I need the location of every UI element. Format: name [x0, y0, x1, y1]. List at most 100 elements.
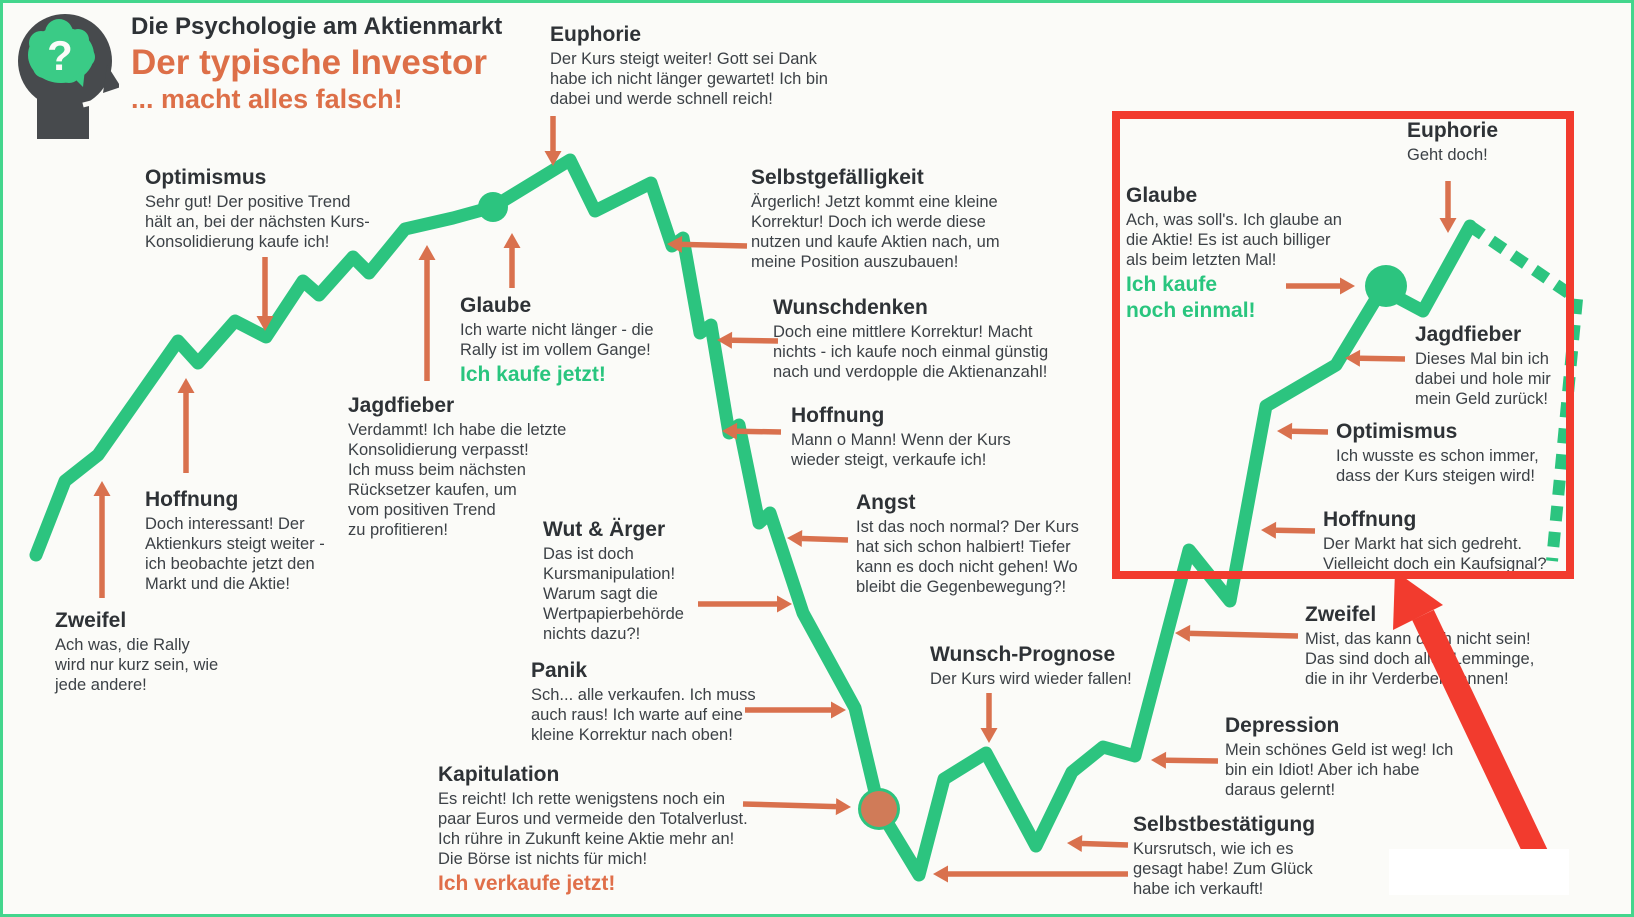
- pointer-arrowhead: [544, 151, 562, 166]
- pointer-arrowhead: [980, 728, 998, 743]
- pointer-arrowhead: [787, 529, 803, 547]
- stage-hoffnung-1: Hoffnung Doch interessant! Der Aktienkurs…: [145, 488, 325, 594]
- stage-body: Sehr gut! Der positive Trend hält an, be…: [145, 193, 370, 251]
- stage-body: Dieses Mal bin ich dabei und hole mir me…: [1415, 350, 1551, 408]
- head-mouth: [82, 95, 112, 108]
- question-mark: ?: [47, 32, 73, 79]
- stage-title: Optimismus: [1336, 420, 1458, 443]
- stage-body: Der Kurs wird wieder fallen!: [930, 670, 1132, 688]
- stage-depression: Depression Mein schönes Geld ist weg! Ich…: [1225, 714, 1453, 800]
- header: Die Psychologie am Aktienmarkt Der typis…: [131, 13, 502, 114]
- stage-body: Doch eine mittlere Korrektur! Macht nich…: [773, 323, 1049, 381]
- stage-euphorie-2: Euphorie Geht doch!: [1407, 119, 1498, 165]
- stage-zweifel-2: Zweifel Mist, das kann doch nicht sein! D…: [1305, 603, 1534, 689]
- stage-body: Geht doch!: [1407, 146, 1488, 164]
- pointer-arrowhead: [1439, 218, 1457, 233]
- page-title: Die Psychologie am Aktienmarkt: [131, 13, 503, 40]
- pointer-arrowhead: [1340, 277, 1355, 295]
- stage-selbstgefaelligkeit: Selbstgefälligkeit Ärgerlich! Jetzt kommt…: [751, 166, 1000, 272]
- stage-selbstbestaetigung: Selbstbestätigung Kursrutsch, wie ich es …: [1133, 813, 1315, 899]
- stage-title: Zweifel: [1305, 603, 1377, 626]
- page-tagline: ... macht alles falsch!: [131, 84, 403, 114]
- pointer-arrowhead: [177, 378, 195, 393]
- stage-highlight: Ich kaufe noch einmal!: [1126, 273, 1256, 322]
- stage-body: Mein schönes Geld ist weg! Ich bin ein I…: [1225, 741, 1454, 799]
- stage-hoffnung-2: Hoffnung Mann o Mann! Wenn der Kurs wiede…: [791, 404, 1011, 470]
- stage-optimismus-1: Optimismus Sehr gut! Der positive Trend h…: [145, 166, 370, 252]
- page-subtitle: Der typische Investor: [131, 43, 487, 82]
- pointer-arrowhead: [503, 233, 521, 248]
- pointer-arrowhead: [717, 331, 733, 349]
- market-cycle-line-second-rally: [1375, 219, 1477, 318]
- stage-title: Depression: [1225, 714, 1340, 737]
- stage-wunschdenken: Wunschdenken Doch eine mittlere Korrektur…: [773, 296, 1048, 382]
- stage-title: Euphorie: [550, 23, 642, 46]
- pointer-arrowhead: [835, 798, 851, 816]
- buy-point-dot-1: [478, 192, 508, 222]
- pointer-arrow-shaft: [1291, 428, 1329, 435]
- stage-body: Verdammt! Ich habe die letzte Konsolidie…: [348, 421, 567, 539]
- pointer-arrowhead: [1175, 624, 1191, 642]
- pointer-arrow-shaft: [681, 241, 748, 249]
- pointer-arrowhead: [93, 481, 111, 496]
- pointer-arrow-shaft: [1189, 630, 1299, 639]
- stage-title: Jagdfieber: [1415, 323, 1522, 346]
- stage-title: Selbstbestätigung: [1133, 813, 1316, 836]
- pointer-arrowhead: [1261, 521, 1277, 539]
- head-nose: [103, 65, 119, 93]
- stage-body: Sch... alle verkaufen. Ich muss auch rau…: [531, 686, 756, 744]
- pointer-arrow-shaft: [742, 801, 837, 810]
- stage-body: Doch interessant! Der Aktienkurs steigt …: [145, 515, 325, 593]
- stage-title: Angst: [856, 491, 916, 514]
- pointer-arrow-shaft: [736, 428, 782, 435]
- brain-question-logo: ?: [18, 14, 119, 139]
- pointer-arrowhead: [1151, 751, 1167, 769]
- stage-body: Der Kurs steigt weiter! Gott sei Dank ha…: [550, 50, 828, 108]
- sell-point-ring: [858, 788, 900, 830]
- stage-panik: Panik Sch... alle verkaufen. Ich muss auc…: [531, 659, 756, 745]
- stage-zweifel-1: Zweifel Ach was, die Rally wird nur kurz …: [55, 609, 218, 695]
- pointer-arrowhead: [777, 595, 792, 613]
- stage-highlight: Ich verkaufe jetzt!: [438, 872, 616, 895]
- stage-body: Mist, das kann doch nicht sein! Das sind…: [1305, 630, 1535, 688]
- stage-kapitulation: Kapitulation Es reicht! Ich rette wenigst…: [438, 763, 748, 897]
- stage-title: Hoffnung: [145, 488, 239, 511]
- pointer-arrowhead: [1345, 349, 1361, 367]
- stage-jagdfieber-1: Jagdfieber Verdammt! Ich habe die letzte …: [348, 394, 566, 540]
- stage-body: Ärgerlich! Jetzt kommt eine kleine Korre…: [751, 193, 1000, 271]
- future-dashed-line-2: [1546, 298, 1583, 562]
- stage-body: Ach, was soll's. Ich glaube an die Aktie…: [1126, 211, 1342, 269]
- pointer-arrowhead: [1067, 834, 1083, 852]
- stage-title: Glaube: [1126, 184, 1198, 207]
- stage-body: Ich wusste es schon immer, dass der Kurs…: [1336, 447, 1539, 485]
- stage-euphorie-1: Euphorie Der Kurs steigt weiter! Gott sei…: [550, 23, 828, 109]
- stage-hoffnung-3: Hoffnung Der Markt hat sich gedreht. Viel…: [1323, 508, 1547, 574]
- sell-point-dot: [861, 791, 897, 827]
- stage-title: Wunsch-Prognose: [930, 643, 1116, 666]
- stage-body: Ist das noch normal? Der Kurs hat sich s…: [856, 518, 1079, 596]
- stage-body: Das ist doch Kursmanipulation! Warum sag…: [543, 545, 684, 643]
- stage-body: Ich warte nicht länger - die Rally ist i…: [460, 321, 654, 359]
- stage-title: Kapitulation: [438, 763, 560, 786]
- stage-title: Selbstgefälligkeit: [751, 166, 924, 189]
- stage-title: Jagdfieber: [348, 394, 455, 417]
- stage-body: Der Markt hat sich gedreht. Vielleicht d…: [1323, 535, 1547, 573]
- stage-title: Hoffnung: [791, 404, 885, 427]
- stage-title: Panik: [531, 659, 588, 682]
- pointer-arrowhead: [667, 235, 683, 253]
- watermark-patch: [1389, 849, 1569, 895]
- stage-title: Euphorie: [1407, 119, 1499, 142]
- pointer-arrow-shaft: [1081, 840, 1129, 848]
- pointer-arrow-shaft: [1165, 757, 1219, 764]
- pointer-arrowhead: [933, 865, 948, 883]
- pointer-arrow-shaft: [1359, 355, 1406, 362]
- pointer-arrowhead: [1277, 422, 1293, 440]
- stage-wut-aerger: Wut & Ärger Das ist doch Kursmanipulation…: [543, 518, 684, 644]
- buy-point-dot-2: [1365, 265, 1407, 307]
- stage-jagdfieber-2: Jagdfieber Dieses Mal bin ich dabei und h…: [1415, 323, 1551, 409]
- pointer-arrowhead: [722, 422, 738, 440]
- stage-title: Glaube: [460, 294, 532, 317]
- brain-icon: [28, 19, 95, 87]
- head-neck: [37, 93, 89, 139]
